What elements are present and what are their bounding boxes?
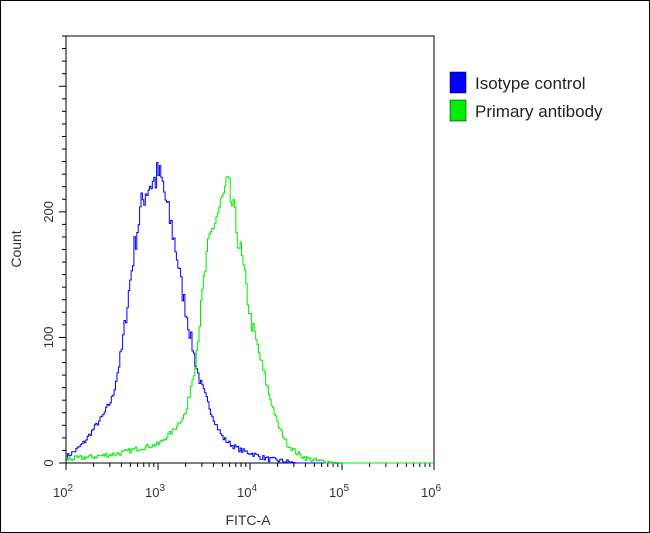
x-tick-label: 102	[53, 483, 73, 500]
x-tick-label: 104	[237, 483, 257, 500]
plot-area	[65, 35, 435, 464]
series-line-1	[66, 176, 434, 464]
legend-label: Primary antibody	[475, 102, 603, 121]
x-tick-label: 106	[421, 483, 441, 500]
x-axis-label: FITC-A	[225, 512, 271, 528]
y-tick-label: 100	[41, 327, 56, 349]
y-axis-label: Count	[8, 230, 24, 267]
legend-label: Isotype control	[475, 74, 586, 93]
x-tick-label: 105	[329, 483, 349, 500]
y-tick-label: 0	[41, 459, 56, 466]
y-tick-label: 200	[41, 201, 56, 223]
legend-swatch	[449, 71, 467, 94]
legend-swatch	[449, 99, 467, 122]
x-tick-label: 103	[145, 483, 165, 500]
